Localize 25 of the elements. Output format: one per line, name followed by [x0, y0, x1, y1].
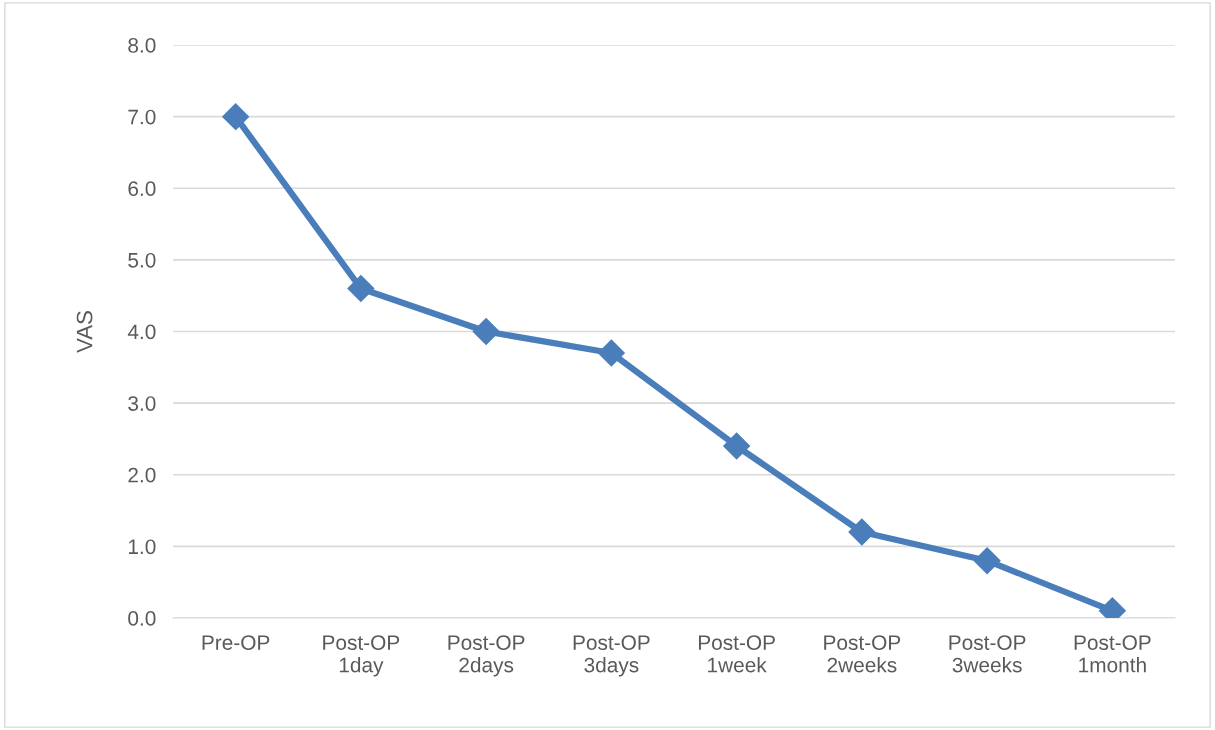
y-tick-label: 1.0: [128, 539, 156, 555]
y-tick-label: 3.0: [128, 396, 156, 411]
point: [222, 103, 250, 131]
x-tick-label: Post-OP 2days: [448, 635, 525, 677]
y-tick-label: 7.0: [128, 109, 156, 125]
point: [848, 518, 876, 546]
x-tick-label: Post-OP 2weeks: [824, 635, 901, 673]
x-tick-label: Pre-OP: [202, 635, 270, 650]
point: [597, 339, 625, 367]
x-tick-label: Post-OP 1week: [698, 635, 775, 673]
y-tick-label: 6.0: [128, 181, 156, 196]
y-tick-label: 8.0: [128, 38, 156, 53]
x-tick-label: Post-OP 1month: [1074, 635, 1151, 673]
y-tick-label: 5.0: [128, 252, 156, 268]
x-tick-label: Post-OP 3weeks: [949, 635, 1026, 673]
point: [973, 547, 1001, 575]
x-tick-label: Post-OP 3days: [573, 635, 650, 677]
y-tick-label: 4.0: [127, 324, 156, 340]
y-tick-label: 0.0: [128, 611, 156, 626]
y-axis-title: VAS: [76, 311, 93, 353]
y-tick-label: 2.0: [128, 467, 156, 483]
x-tick-label: Post-OP 1day: [323, 635, 400, 677]
point: [472, 318, 500, 345]
point: [723, 432, 751, 460]
point: [347, 275, 375, 302]
